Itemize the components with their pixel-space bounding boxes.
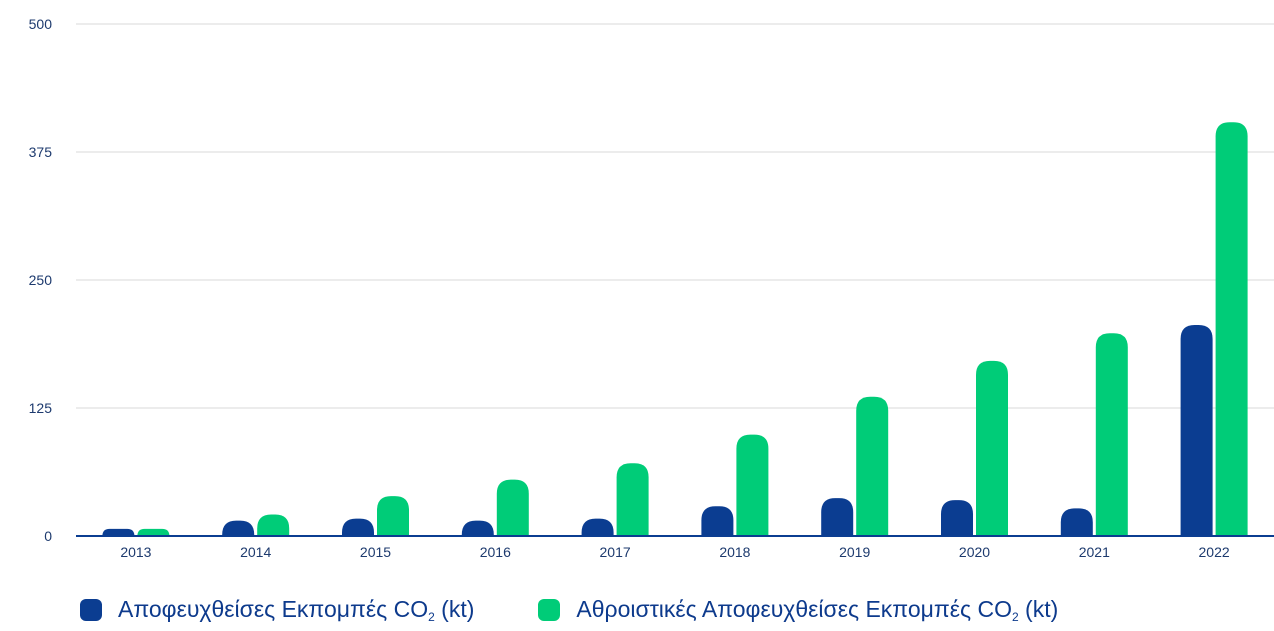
bar-annual-2020: [941, 500, 973, 536]
y-tick-label: 0: [44, 528, 52, 544]
legend-label-series-2-sub: 2: [1011, 610, 1019, 624]
legend-label-series-1-main: Αποφευχθείσες Εκπομπές CO: [118, 596, 429, 622]
bar-cumulative-2020: [976, 360, 1008, 536]
bar-cumulative-2021: [1095, 333, 1128, 536]
y-axis-ticks: 0 125 250 375 500: [29, 16, 53, 544]
bar-annual-2016: [461, 520, 494, 536]
y-tick-label: 375: [29, 144, 53, 160]
bar-annual-2019: [821, 498, 854, 536]
legend-label-series-1-tail: (kt): [434, 596, 475, 622]
x-tick-label: 2014: [240, 544, 271, 560]
bar-cumulative-2016: [496, 479, 529, 536]
legend-label-series-1-sub: 2: [428, 610, 435, 624]
bar-cumulative-2014: [257, 514, 290, 536]
x-tick-label: 2016: [480, 544, 511, 560]
bar-cumulative-2017: [616, 463, 649, 536]
legend-label-series-2-main: Αθροιστικές Αποφευχθείσες Εκπομπές CO: [576, 596, 1012, 622]
x-tick-label: 2022: [1199, 544, 1230, 560]
bar-annual-2015: [342, 518, 374, 536]
bar-annual-2014: [222, 520, 255, 536]
x-tick-label: 2018: [719, 544, 750, 560]
legend-item-series-1: Αποφευχθείσες Εκπομπές CO2 (kt): [80, 596, 474, 624]
bar-cumulative-2013: [137, 528, 170, 536]
legend-label-series-2-tail: (kt): [1018, 596, 1059, 622]
bar-annual-2022: [1180, 325, 1213, 536]
legend-label-series-2: Αθροιστικές Αποφευχθείσες Εκπομπές CO2 (…: [576, 596, 1058, 624]
x-axis-ticks: 2013 2014 2015 2016 2017 2018 2019 2020 2021 2022: [120, 544, 1230, 560]
legend-swatch-series-2: [538, 599, 561, 621]
legend: Αποφευχθείσες Εκπομπές CO2 (kt) Αθροιστι…: [80, 596, 1122, 624]
x-tick-label: 2019: [839, 544, 870, 560]
bar-annual-2017: [581, 518, 614, 536]
bar-annual-2018: [701, 506, 734, 536]
bar-cumulative-2022: [1215, 122, 1248, 536]
x-tick-label: 2017: [600, 544, 631, 560]
bar-annual-2013: [102, 528, 135, 536]
y-tick-label: 250: [29, 272, 53, 288]
bar-cumulative-2019: [856, 396, 889, 536]
x-tick-label: 2020: [959, 544, 990, 560]
x-tick-label: 2015: [360, 544, 391, 560]
legend-swatch-series-1: [80, 599, 102, 621]
y-tick-label: 500: [29, 16, 53, 32]
x-tick-label: 2013: [120, 544, 151, 560]
x-tick-label: 2021: [1079, 544, 1110, 560]
legend-item-series-2: Αθροιστικές Αποφευχθείσες Εκπομπές CO2 (…: [538, 596, 1058, 624]
bar-cumulative-2018: [736, 434, 769, 536]
y-tick-label: 125: [29, 400, 53, 416]
bars: [102, 122, 1248, 536]
gridlines: [76, 23, 1274, 409]
bar-cumulative-2015: [377, 496, 409, 536]
legend-label-series-1: Αποφευχθείσες Εκπομπές CO2 (kt): [118, 596, 474, 624]
bar-annual-2021: [1060, 508, 1093, 536]
